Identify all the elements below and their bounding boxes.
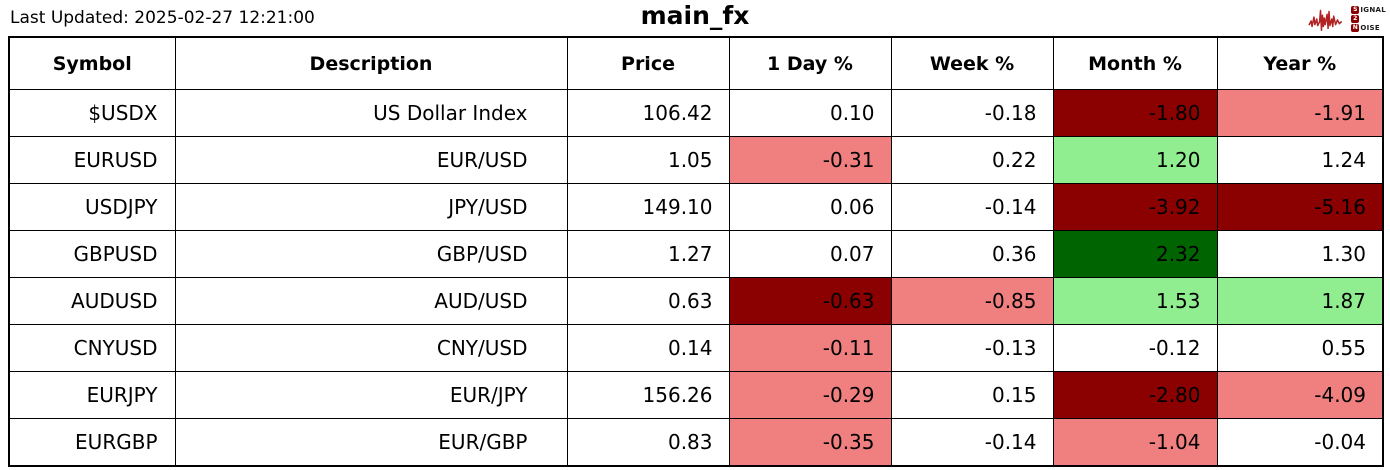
price-cell: 149.10 xyxy=(566,183,730,231)
month-change-cell: -1.80 xyxy=(1052,89,1218,137)
description-cell: CNY/USD xyxy=(174,324,568,372)
year-change-cell: 0.55 xyxy=(1216,324,1384,372)
symbol-cell: CNYUSD xyxy=(8,324,176,372)
logo-line-signal: S IGNAL xyxy=(1351,6,1386,14)
week-change-cell: 0.15 xyxy=(890,371,1054,419)
year-change-cell: -4.09 xyxy=(1216,371,1384,419)
table-row: EURUSD EUR/USD 1.05 -0.31 0.22 1.20 1.24 xyxy=(8,136,1384,184)
description-cell: EUR/JPY xyxy=(174,371,568,419)
last-updated-timestamp: Last Updated: 2025-02-27 12:21:00 xyxy=(10,8,315,28)
price-cell: 0.63 xyxy=(566,277,730,325)
year-change-cell: -5.16 xyxy=(1216,183,1384,231)
description-cell: JPY/USD xyxy=(174,183,568,231)
fx-table-body: $USDX US Dollar Index 106.42 0.10 -0.18 … xyxy=(8,89,1384,467)
day-change-cell: -0.63 xyxy=(728,277,892,325)
header-row: Symbol Description Price 1 Day % Week % … xyxy=(8,36,1384,90)
logo-line-noise: N OISE xyxy=(1351,24,1386,32)
symbol-cell: EURGBP xyxy=(8,418,176,467)
week-change-cell: 0.36 xyxy=(890,230,1054,278)
symbol-cell: GBPUSD xyxy=(8,230,176,278)
column-header-description: Description xyxy=(174,36,568,90)
year-change-cell: 1.30 xyxy=(1216,230,1384,278)
week-change-cell: 0.22 xyxy=(890,136,1054,184)
symbol-cell: EURJPY xyxy=(8,371,176,419)
table-row: USDJPY JPY/USD 149.10 0.06 -0.14 -3.92 -… xyxy=(8,183,1384,231)
symbol-cell: USDJPY xyxy=(8,183,176,231)
table-row: CNYUSD CNY/USD 0.14 -0.11 -0.13 -0.12 0.… xyxy=(8,324,1384,372)
table-row: EURJPY EUR/JPY 156.26 -0.29 0.15 -2.80 -… xyxy=(8,371,1384,419)
price-cell: 1.27 xyxy=(566,230,730,278)
table-row: $USDX US Dollar Index 106.42 0.10 -0.18 … xyxy=(8,89,1384,137)
month-change-cell: -1.04 xyxy=(1052,418,1218,467)
day-change-cell: -0.29 xyxy=(728,371,892,419)
year-change-cell: -1.91 xyxy=(1216,89,1384,137)
description-cell: EUR/GBP xyxy=(174,418,568,467)
column-header-day-pct: 1 Day % xyxy=(728,36,892,90)
day-change-cell: -0.35 xyxy=(728,418,892,467)
day-change-cell: 0.07 xyxy=(728,230,892,278)
logo-signal-rest: IGNAL xyxy=(1360,6,1386,14)
year-change-cell: 1.87 xyxy=(1216,277,1384,325)
page-title: main_fx xyxy=(640,1,750,30)
symbol-cell: $USDX xyxy=(8,89,176,137)
price-cell: 0.14 xyxy=(566,324,730,372)
description-cell: GBP/USD xyxy=(174,230,568,278)
logo-s-box: S xyxy=(1351,6,1360,14)
month-change-cell: 2.32 xyxy=(1052,230,1218,278)
week-change-cell: -0.13 xyxy=(890,324,1054,372)
month-change-cell: 1.20 xyxy=(1052,136,1218,184)
symbol-cell: EURUSD xyxy=(8,136,176,184)
logo-2-box: 2 xyxy=(1351,15,1360,23)
month-change-cell: -3.92 xyxy=(1052,183,1218,231)
fx-table: Symbol Description Price 1 Day % Week % … xyxy=(8,36,1384,467)
table-row: EURGBP EUR/GBP 0.83 -0.35 -0.14 -1.04 -0… xyxy=(8,418,1384,467)
logo-n-box: N xyxy=(1351,24,1360,32)
logo-noise-rest: OISE xyxy=(1360,24,1380,32)
week-change-cell: -0.14 xyxy=(890,418,1054,467)
year-change-cell: -0.04 xyxy=(1216,418,1384,467)
description-cell: US Dollar Index xyxy=(174,89,568,137)
logo-line-two: 2 xyxy=(1351,15,1386,23)
week-change-cell: -0.85 xyxy=(890,277,1054,325)
column-header-symbol: Symbol xyxy=(8,36,176,90)
day-change-cell: -0.31 xyxy=(728,136,892,184)
month-change-cell: 1.53 xyxy=(1052,277,1218,325)
description-cell: EUR/USD xyxy=(174,136,568,184)
price-cell: 1.05 xyxy=(566,136,730,184)
price-cell: 156.26 xyxy=(566,371,730,419)
day-change-cell: 0.10 xyxy=(728,89,892,137)
table-row: GBPUSD GBP/USD 1.27 0.07 0.36 2.32 1.30 xyxy=(8,230,1384,278)
logo-text: S IGNAL 2 N OISE xyxy=(1351,6,1386,32)
table-row: AUDUSD AUD/USD 0.63 -0.63 -0.85 1.53 1.8… xyxy=(8,277,1384,325)
waveform-icon xyxy=(1308,3,1350,35)
day-change-cell: -0.11 xyxy=(728,324,892,372)
column-header-price: Price xyxy=(566,36,730,90)
signal2noise-logo: S IGNAL 2 N OISE xyxy=(1308,3,1386,35)
week-change-cell: -0.18 xyxy=(890,89,1054,137)
price-cell: 0.83 xyxy=(566,418,730,467)
column-header-month-pct: Month % xyxy=(1052,36,1218,90)
year-change-cell: 1.24 xyxy=(1216,136,1384,184)
month-change-cell: -0.12 xyxy=(1052,324,1218,372)
week-change-cell: -0.14 xyxy=(890,183,1054,231)
column-header-week-pct: Week % xyxy=(890,36,1054,90)
column-header-year-pct: Year % xyxy=(1216,36,1384,90)
description-cell: AUD/USD xyxy=(174,277,568,325)
month-change-cell: -2.80 xyxy=(1052,371,1218,419)
price-cell: 106.42 xyxy=(566,89,730,137)
symbol-cell: AUDUSD xyxy=(8,277,176,325)
day-change-cell: 0.06 xyxy=(728,183,892,231)
